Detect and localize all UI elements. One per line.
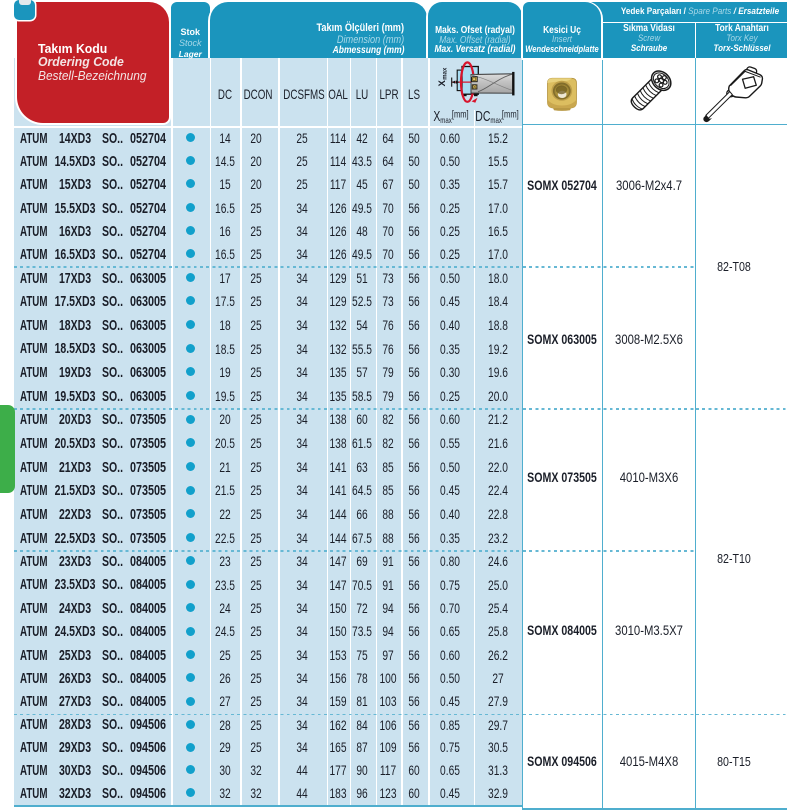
svg-text:max: max <box>443 67 449 80</box>
svg-text:X: X <box>437 80 448 87</box>
